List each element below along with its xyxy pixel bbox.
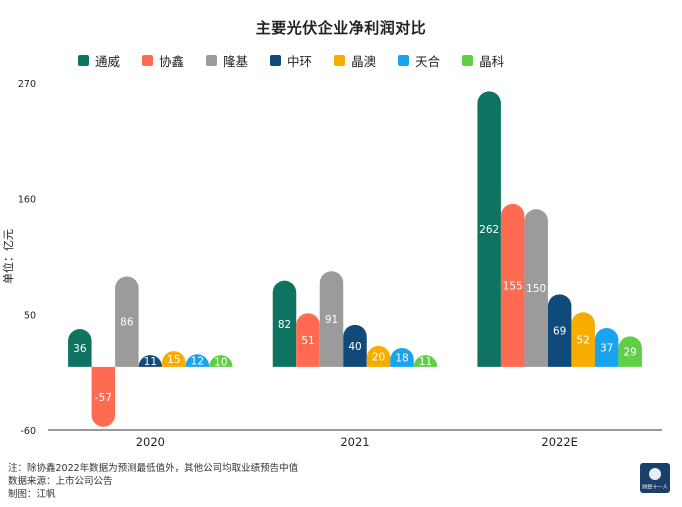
bar bbox=[68, 329, 92, 367]
legend-item-4: 晶澳 bbox=[334, 51, 376, 70]
legend-swatch bbox=[206, 54, 218, 66]
data-label: 91 bbox=[325, 314, 338, 326]
bar bbox=[296, 313, 320, 367]
data-label: 11 bbox=[419, 356, 432, 368]
y-tick-label: 270 bbox=[18, 79, 36, 90]
legend-swatch bbox=[334, 54, 346, 66]
bar bbox=[413, 355, 438, 367]
bar bbox=[185, 354, 210, 367]
bar bbox=[618, 336, 642, 367]
legend-swatch bbox=[270, 54, 282, 66]
note-line-2: 数据来源：上市公司公告 bbox=[8, 476, 113, 487]
footnotes: 注：除协鑫2022年数据为预测最低值外，其他公司均取业绩预告中值 数据来源：上市… bbox=[8, 462, 298, 501]
bar bbox=[343, 324, 367, 367]
legend-swatch bbox=[78, 54, 89, 66]
data-label: 40 bbox=[348, 341, 361, 353]
legend-label: 中环 bbox=[287, 53, 313, 69]
bar bbox=[500, 203, 525, 367]
data-label: 69 bbox=[553, 326, 566, 338]
y-tick-label: 160 bbox=[18, 195, 36, 206]
bar bbox=[91, 366, 116, 427]
legend-label: 天合 bbox=[415, 53, 441, 69]
bar bbox=[319, 271, 344, 367]
legend-item-2: 隆基 bbox=[206, 51, 248, 70]
bar bbox=[547, 294, 572, 367]
data-label: 262 bbox=[479, 224, 499, 236]
legend-swatch bbox=[462, 54, 474, 66]
chart-title: 主要光伏企业净利润对比 bbox=[255, 19, 427, 37]
data-label: 36 bbox=[73, 343, 87, 355]
data-label: -57 bbox=[95, 392, 112, 404]
legend-item-6: 晶科 bbox=[462, 51, 504, 70]
data-label: 155 bbox=[503, 280, 523, 292]
logo-figure-icon bbox=[649, 468, 661, 480]
y-axis-label: 单位：亿元 bbox=[1, 229, 15, 284]
legend-item-1: 协鑫 bbox=[142, 51, 184, 70]
legend-label: 通威 bbox=[95, 53, 121, 69]
note-line-1: 注：除协鑫2022年数据为预测最低值外，其他公司均取业绩预告中值 bbox=[8, 463, 299, 474]
logo-text: 财经十一人 bbox=[642, 484, 668, 491]
data-label: 51 bbox=[301, 335, 314, 347]
bar bbox=[272, 280, 297, 367]
data-label: 29 bbox=[623, 347, 636, 359]
legend-swatch bbox=[398, 54, 410, 66]
data-label: 150 bbox=[526, 283, 546, 295]
bar bbox=[390, 347, 414, 367]
legend-label: 协鑫 bbox=[159, 53, 185, 69]
y-tick-label: 50 bbox=[24, 310, 36, 321]
data-label: 37 bbox=[600, 342, 613, 354]
bar bbox=[209, 355, 233, 367]
note-line-3: 制图：江帆 bbox=[8, 489, 56, 500]
data-label: 52 bbox=[576, 335, 589, 347]
data-label: 15 bbox=[167, 354, 180, 366]
bar bbox=[477, 91, 501, 367]
x-tick-label: 2022E bbox=[541, 435, 578, 449]
legend-label: 晶科 bbox=[479, 53, 505, 69]
x-tick-label: 2021 bbox=[340, 435, 369, 449]
legend: 通威 协鑫 隆基 中环 晶澳 天合 晶科 bbox=[78, 50, 638, 70]
y-tick-label: -60 bbox=[20, 426, 36, 437]
data-label: 18 bbox=[395, 352, 408, 364]
bar bbox=[571, 312, 595, 367]
bar bbox=[115, 276, 139, 367]
legend-label: 晶澳 bbox=[351, 53, 377, 69]
legend-item-0: 通威 bbox=[78, 51, 120, 70]
legend-item-3: 中环 bbox=[270, 51, 312, 70]
legend-item-5: 天合 bbox=[398, 51, 440, 70]
bar bbox=[366, 345, 391, 367]
data-label: 12 bbox=[191, 356, 204, 368]
data-label: 20 bbox=[372, 351, 385, 363]
data-label: 11 bbox=[144, 356, 157, 368]
bar bbox=[594, 328, 619, 367]
data-label: 82 bbox=[278, 319, 291, 331]
data-label: 10 bbox=[214, 357, 227, 369]
chart-plot: 单位：亿元 270 160 50 -60 2020 36 -57 86 11 15 12 10 2021 8… bbox=[1, 79, 662, 449]
data-label: 86 bbox=[120, 317, 134, 329]
bar bbox=[524, 209, 548, 367]
legend-label: 隆基 bbox=[223, 53, 249, 69]
bar bbox=[138, 355, 163, 367]
bar bbox=[162, 351, 186, 367]
legend-swatch bbox=[142, 54, 154, 66]
x-tick-label: 2020 bbox=[136, 435, 165, 449]
publisher-logo: 财经十一人 bbox=[640, 463, 670, 493]
